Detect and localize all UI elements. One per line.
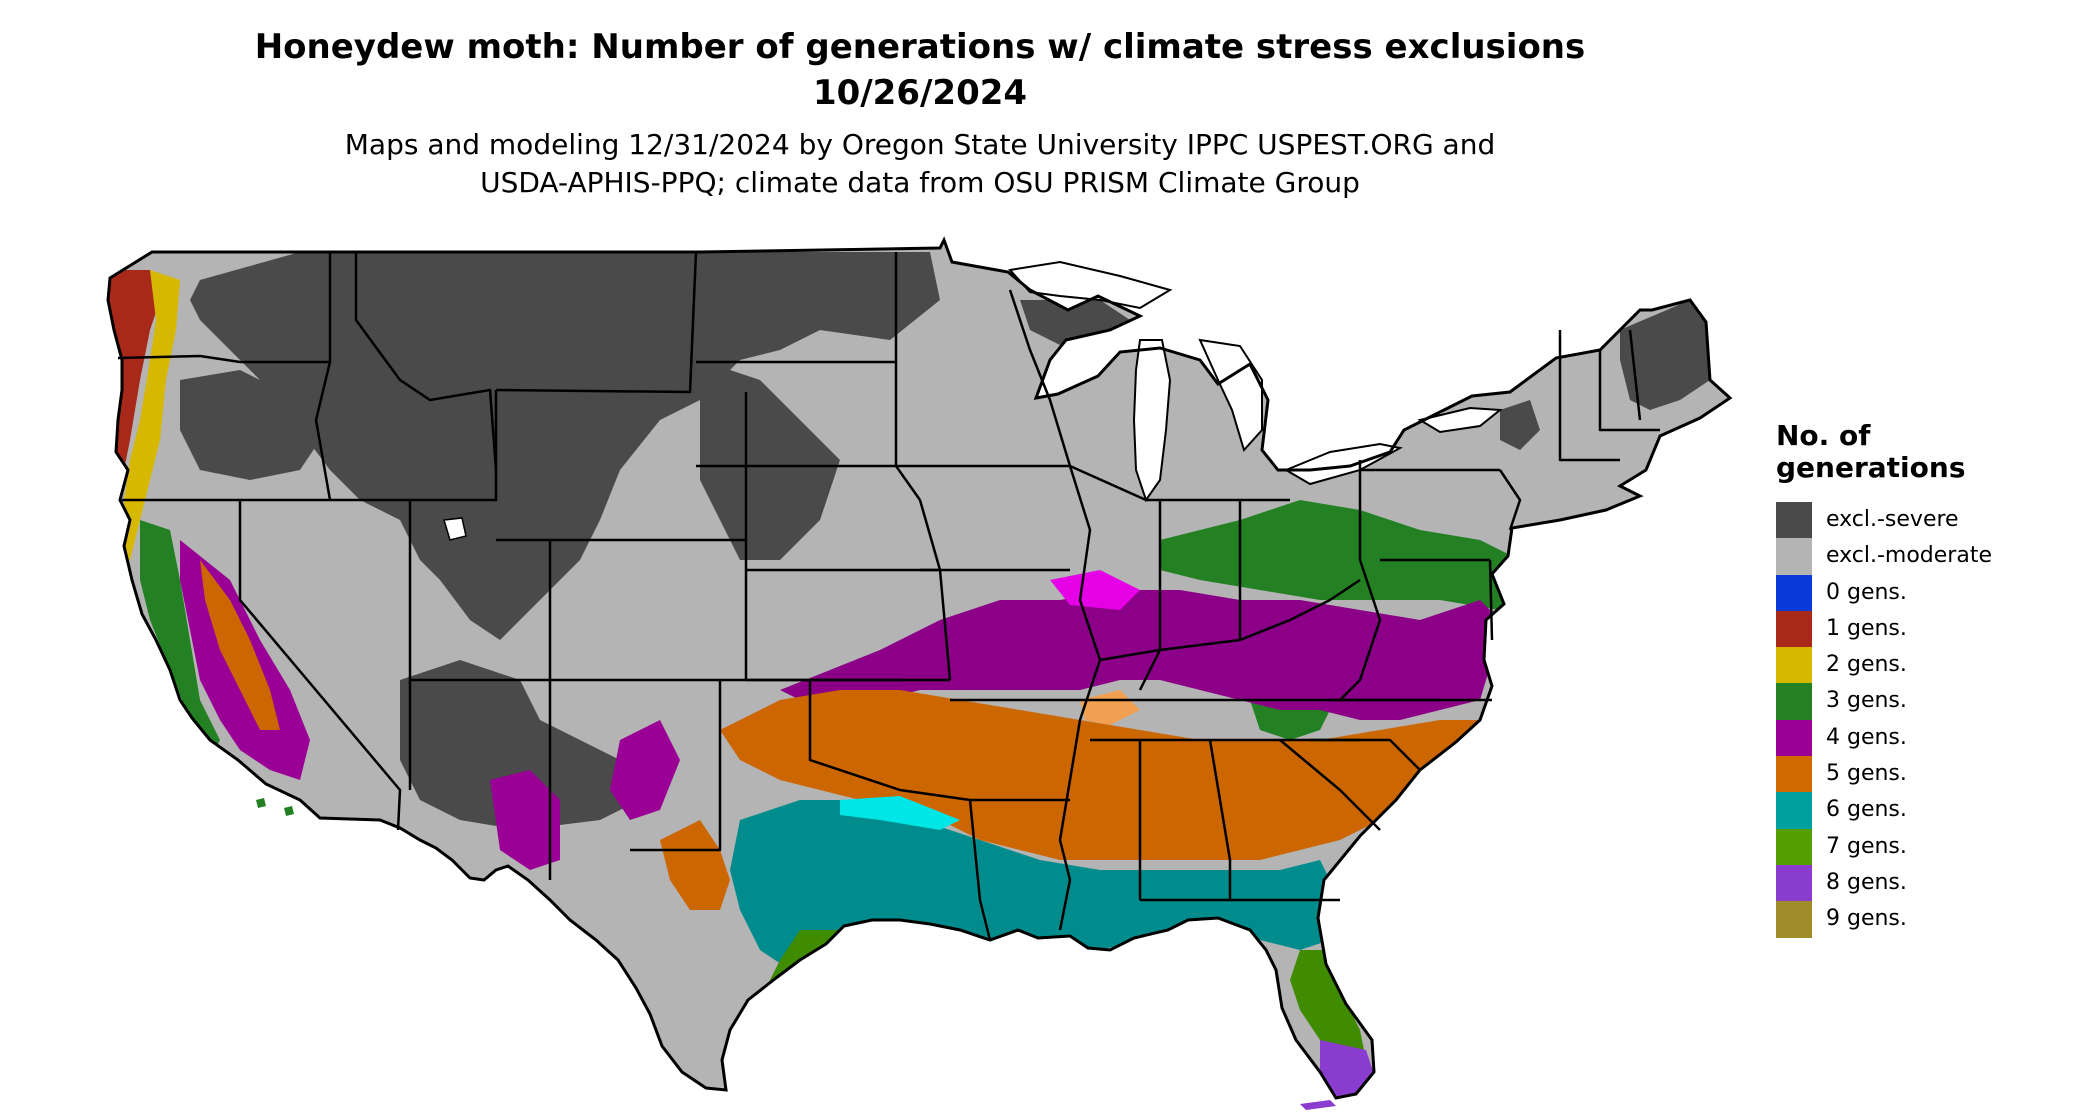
legend-item-8-gens: 8 gens. [1776,864,2076,902]
region-5-gen-california [200,560,280,730]
lake-michigan [1132,339,1172,503]
legend-item-6-gens: 6 gens. [1776,792,2076,829]
legend-swatch [1776,683,1812,720]
legend-label: 5 gens. [1826,761,1907,787]
legend-item-excl-moderate: excl.-moderate [1776,538,2076,575]
region-4-gen-central-belt [780,590,1500,720]
legend-swatch [1776,538,1812,575]
region-5-gen-southern-band [720,690,1492,860]
legend-label: 3 gens. [1826,688,1907,714]
legend-item-3-gens: 3 gens. [1776,683,2076,720]
region-3-gen-ohio-valley [1160,500,1530,610]
great-salt-lake [443,517,467,541]
legend-item-5-gens: 5 gens. [1776,756,2076,793]
region-4-gen-new-mexico [610,720,680,820]
map-regions [108,240,1730,1098]
keys-islands [1300,1100,1336,1110]
map-title-line-1: Honeydew moth: Number of generations w/ … [254,27,1586,67]
region-4-gen-light-ohio [1050,570,1140,610]
legend-item-9-gens: 9 gens. [1776,901,2076,938]
region-excl-severe-adirondacks [1500,400,1540,450]
legend-item-1-gens: 1 gens. [1776,610,2076,648]
region-2-gen-pacific-coast [124,270,180,560]
region-3-gen-california-coast [140,520,220,760]
legend-label: excl.-moderate [1826,543,1992,569]
lake-erie [1283,442,1403,486]
map-subtitle-line-1: Maps and modeling 12/31/2024 by Oregon S… [344,128,1496,161]
legend-label: 2 gens. [1826,652,1907,678]
legend: No. of generations excl.-severe excl.-mo… [1776,420,2076,938]
map-subtitle-line-2: USDA-APHIS-PPQ; climate data from OSU PR… [480,166,1360,199]
region-4-gen-southwest [490,770,560,870]
legend-title-line-2: generations [1776,451,1966,484]
legend-label: 0 gens. [1826,579,1907,605]
legend-label: 4 gens. [1826,724,1907,750]
region-excl-severe-great-basin [400,660,640,830]
lake-ontario [1417,406,1503,434]
region-8-gen-south-florida [1320,1040,1374,1098]
legend-swatch [1776,647,1812,684]
region-8-gen-south-texas [740,1060,780,1092]
legend-label: 1 gens. [1826,615,1907,641]
channel-islands [256,798,294,816]
legend-item-2-gens: 2 gens. [1776,647,2076,684]
region-5-gen-texas-west [660,820,730,910]
state-boundaries [117,251,1660,941]
legend-item-4-gens: 4 gens. [1776,719,2076,757]
legend-label: 6 gens. [1826,797,1907,823]
legend-item-0-gens: 0 gens. [1776,574,2076,611]
lake-superior [1008,260,1173,310]
legend-swatch [1776,502,1812,539]
legend-item-7-gens: 7 gens. [1776,828,2076,865]
legend-swatch [1776,901,1812,938]
legend-label: 8 gens. [1826,869,1907,895]
legend-label: excl.-severe [1826,507,1959,532]
legend-swatch [1776,864,1812,902]
region-excl-severe-maine [1620,300,1710,410]
legend-label: 9 gens. [1826,906,1907,932]
legend-label: 7 gens. [1826,833,1907,859]
region-excl-severe-northwest [180,370,320,480]
legend-item-excl-severe: excl.-severe [1776,502,2076,539]
legend-items: excl.-severe excl.-moderate 0 gens. 1 ge… [1776,502,2076,938]
region-excl-severe-midwest [700,360,840,560]
legend-swatch [1776,756,1812,793]
region-6-gen-light-edge [840,796,960,830]
region-7-gen-florida [1290,950,1366,1070]
legend-swatch [1776,828,1812,865]
legend-swatch [1776,792,1812,829]
legend-title: No. of generations [1776,420,2076,484]
us-generations-map [106,238,1732,1110]
map-title-line-2: 10/26/2024 [812,73,1028,113]
legend-title-line-1: No. of [1776,419,1871,452]
legend-swatch [1776,574,1812,611]
legend-swatch [1776,719,1812,757]
legend-swatch [1776,610,1812,648]
